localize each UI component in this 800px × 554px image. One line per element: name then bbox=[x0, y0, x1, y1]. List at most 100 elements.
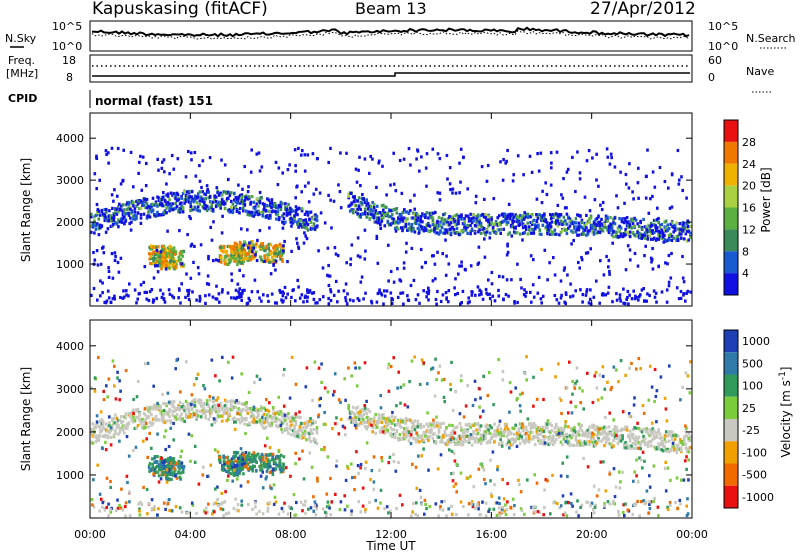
echo-cell bbox=[262, 246, 265, 250]
echo-cell bbox=[413, 217, 417, 221]
echo-cell bbox=[673, 437, 677, 441]
echo-cell bbox=[595, 152, 598, 156]
echo-cell bbox=[667, 233, 671, 237]
echo-cell bbox=[326, 273, 329, 277]
echo-cell bbox=[624, 230, 627, 235]
echo-cell bbox=[425, 224, 429, 228]
echo-cell bbox=[657, 220, 660, 225]
echo-cell bbox=[275, 424, 278, 428]
echo-cell bbox=[271, 467, 275, 471]
echo-cell bbox=[398, 433, 402, 437]
echo-cell bbox=[143, 290, 147, 294]
echo-cell bbox=[567, 441, 570, 445]
echo-cell bbox=[136, 407, 140, 412]
echo-cell bbox=[425, 184, 428, 188]
echo-cell bbox=[369, 419, 373, 423]
echo-cell bbox=[445, 222, 448, 226]
echo-cell bbox=[665, 288, 669, 292]
echo-cell bbox=[518, 434, 522, 438]
echo-cell bbox=[290, 209, 293, 213]
echo-cell bbox=[687, 238, 691, 242]
echo-cell bbox=[608, 269, 611, 274]
echo-cell bbox=[383, 213, 387, 217]
echo-cell bbox=[174, 408, 177, 412]
echo-cell bbox=[488, 236, 492, 240]
echo-cell bbox=[245, 302, 249, 306]
echo-cell bbox=[159, 250, 163, 254]
echo-cell bbox=[130, 199, 134, 203]
echo-cell bbox=[517, 216, 520, 220]
echo-cell bbox=[257, 412, 260, 417]
echo-cell bbox=[168, 209, 171, 213]
echo-cell bbox=[108, 209, 111, 213]
echo-cell bbox=[174, 249, 177, 253]
echo-cell bbox=[585, 429, 588, 434]
echo-cell bbox=[615, 234, 618, 238]
echo-cell bbox=[221, 214, 224, 218]
echo-cell bbox=[525, 290, 528, 294]
echo-cell bbox=[280, 427, 283, 431]
echo-cell bbox=[522, 173, 525, 177]
echo-cell bbox=[546, 442, 549, 446]
echo-cell bbox=[406, 294, 409, 298]
echo-cell bbox=[593, 198, 597, 202]
echo-cell bbox=[145, 290, 148, 294]
echo-cell bbox=[549, 434, 552, 438]
echo-cell bbox=[445, 443, 448, 447]
echo-cell bbox=[588, 430, 591, 434]
echo-cell bbox=[192, 400, 195, 404]
echo-cell bbox=[579, 439, 582, 443]
echo-cell bbox=[589, 247, 592, 251]
echo-cell bbox=[538, 432, 542, 436]
echo-cell bbox=[247, 246, 250, 250]
echo-cell bbox=[302, 436, 305, 440]
echo-cell bbox=[228, 210, 232, 214]
echo-cell bbox=[574, 289, 577, 293]
echo-cell bbox=[297, 225, 300, 229]
echo-cell bbox=[282, 463, 285, 467]
echo-cell bbox=[585, 159, 589, 163]
echo-cell bbox=[406, 210, 409, 214]
echo-cell bbox=[180, 262, 183, 266]
echo-cell bbox=[445, 426, 448, 430]
echo-cell bbox=[434, 210, 437, 214]
echo-cell bbox=[649, 256, 653, 260]
echo-cell bbox=[622, 221, 626, 225]
echo-cell bbox=[568, 434, 572, 438]
echo-cell bbox=[195, 196, 198, 200]
echo-cell bbox=[577, 213, 581, 218]
echo-cell bbox=[220, 248, 223, 253]
echo-cell bbox=[433, 228, 436, 232]
echo-cell bbox=[233, 405, 236, 409]
echo-cell bbox=[651, 267, 655, 271]
echo-cell bbox=[467, 216, 471, 220]
echo-cell bbox=[171, 208, 174, 212]
echo-cell bbox=[214, 419, 218, 423]
echo-cell bbox=[192, 197, 195, 201]
echo-cell bbox=[167, 288, 171, 292]
echo-cell bbox=[621, 437, 624, 441]
echo-cell bbox=[145, 216, 149, 220]
echo-cell bbox=[177, 255, 181, 259]
echo-cell bbox=[625, 446, 629, 450]
echo-cell bbox=[184, 295, 187, 299]
echo-cell bbox=[606, 434, 609, 438]
echo-cell bbox=[215, 284, 218, 288]
echo-cell bbox=[99, 428, 102, 432]
echo-cell bbox=[537, 438, 540, 442]
echo-cell bbox=[329, 298, 333, 303]
echo-cell bbox=[457, 272, 460, 276]
echo-cell bbox=[95, 187, 98, 191]
echo-cell bbox=[327, 193, 330, 197]
echo-cell bbox=[574, 430, 578, 434]
echo-cell bbox=[284, 416, 287, 420]
echo-cell bbox=[530, 170, 534, 174]
echo-cell bbox=[193, 398, 197, 402]
echo-cell bbox=[123, 208, 126, 212]
echo-cell bbox=[109, 217, 113, 221]
echo-cell bbox=[507, 294, 510, 298]
echo-cell bbox=[561, 229, 564, 233]
echo-cell bbox=[428, 230, 432, 234]
echo-cell bbox=[427, 425, 430, 429]
echo-cell bbox=[633, 426, 636, 430]
